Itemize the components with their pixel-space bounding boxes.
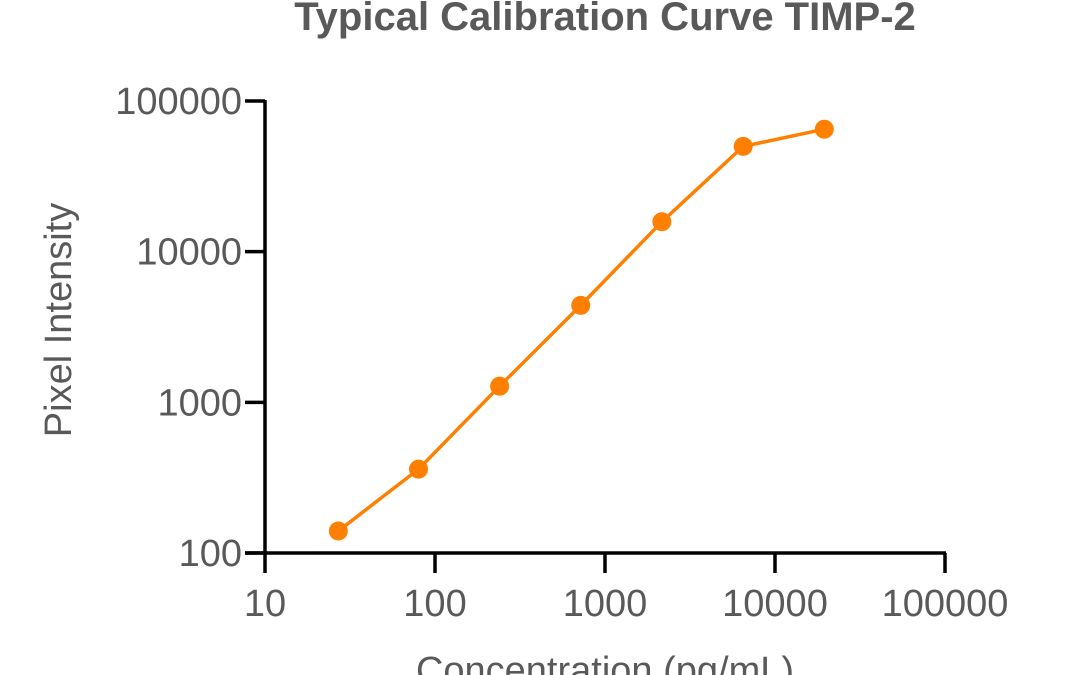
- series-layer: [328, 119, 834, 541]
- data-point: [652, 212, 672, 232]
- data-point: [733, 136, 753, 156]
- y-tick-label: 100: [179, 533, 242, 575]
- x-tick-label: 1000: [563, 583, 648, 625]
- data-point: [409, 459, 429, 479]
- y-tick-label: 100000: [115, 81, 242, 123]
- chart-title: Typical Calibration Curve TIMP-2: [294, 0, 916, 39]
- x-ticks: 10 100 1000 10000 100000: [244, 553, 1009, 625]
- x-tick-label: 10: [244, 583, 286, 625]
- x-axis-label: Concentration (pg/mL): [416, 650, 794, 675]
- data-point: [328, 521, 348, 541]
- y-axis-label: Pixel Intensity: [38, 203, 80, 437]
- data-point: [571, 295, 591, 315]
- y-tick-label: 1000: [157, 382, 242, 424]
- y-tick-label: 10000: [136, 232, 242, 274]
- x-tick-label: 10000: [722, 583, 828, 625]
- x-tick-label: 100000: [882, 583, 1009, 625]
- x-tick-label: 100: [403, 583, 466, 625]
- data-point: [814, 119, 834, 139]
- data-point: [490, 376, 510, 396]
- y-ticks: 100 1000 10000 100000: [115, 81, 265, 575]
